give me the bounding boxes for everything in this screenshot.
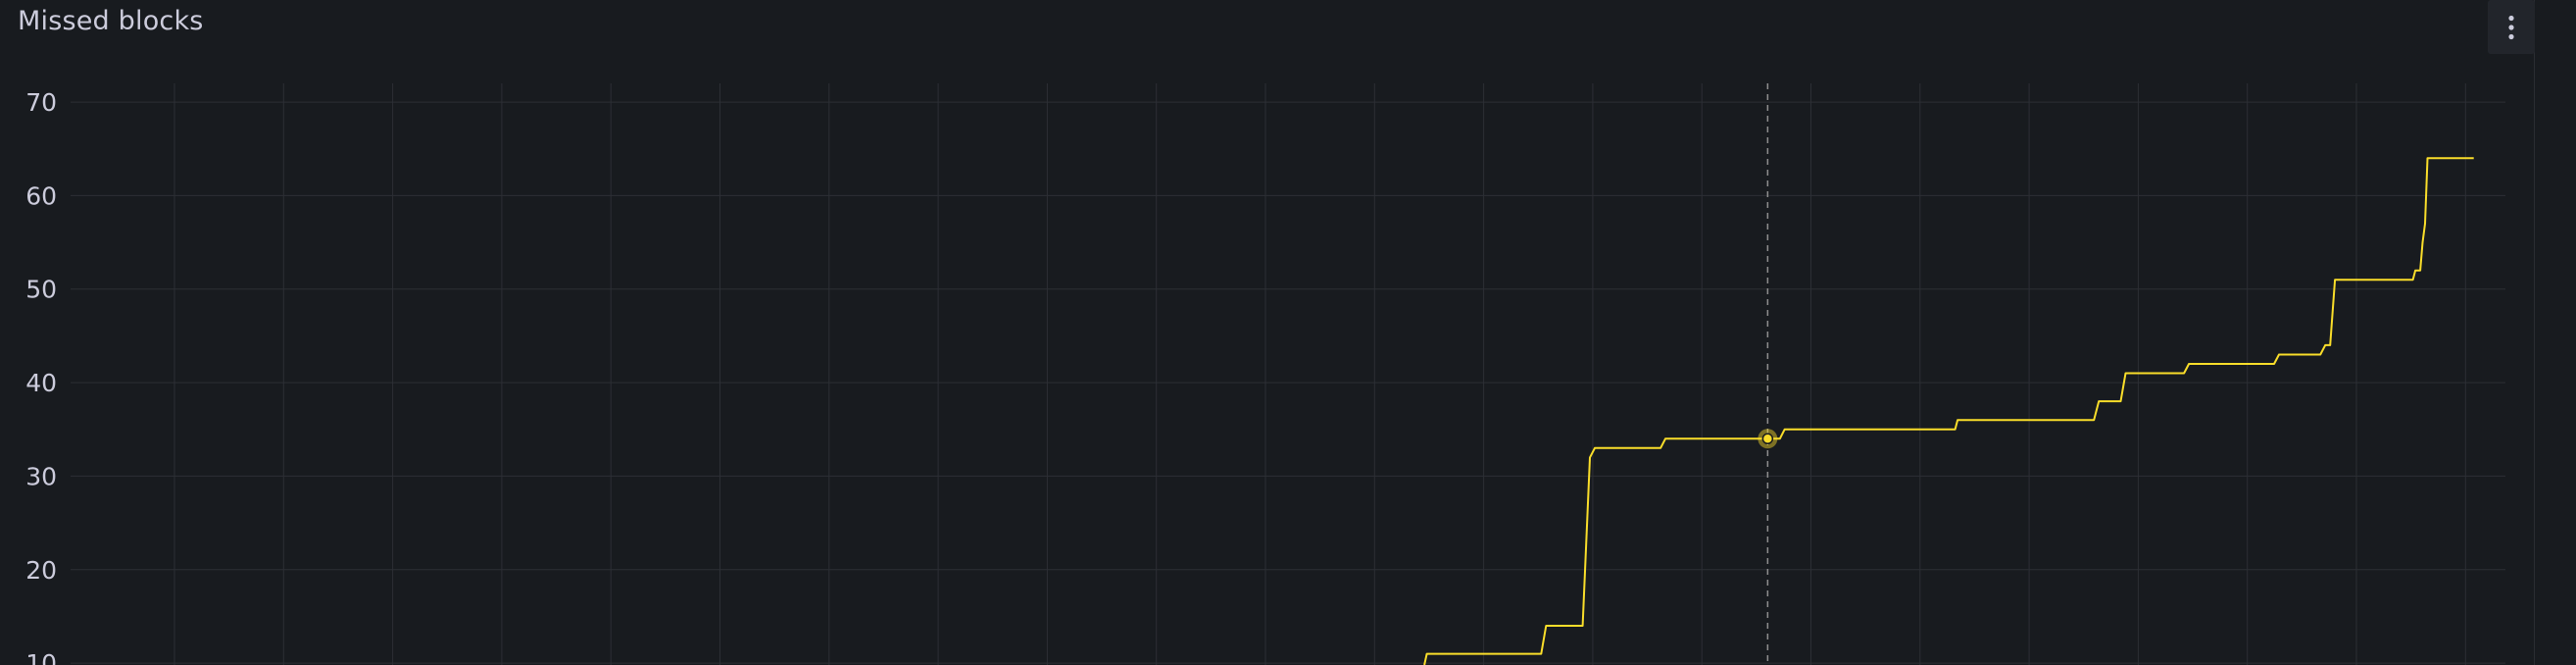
hover-point <box>1761 433 1774 445</box>
y-tick-label: 40 <box>25 369 57 397</box>
kebab-vertical-icon <box>2508 15 2514 39</box>
y-tick-label: 10 <box>25 649 57 665</box>
y-tick-label: 30 <box>25 462 57 490</box>
y-axis-ticks: 70 60 50 40 30 20 10 <box>25 88 57 665</box>
panel-menu-button[interactable] <box>2488 0 2535 54</box>
y-tick-label: 50 <box>25 276 57 304</box>
y-tick-label: 60 <box>25 181 57 210</box>
y-tick-label: 20 <box>25 556 57 585</box>
panel-title: Missed blocks <box>18 6 204 36</box>
y-tick-label: 70 <box>25 88 57 117</box>
series-line <box>1423 157 2474 665</box>
chart-grid <box>71 83 2505 665</box>
